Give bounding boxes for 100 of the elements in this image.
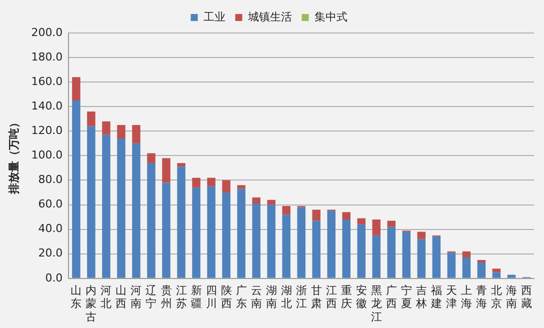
bar: [357, 224, 366, 278]
bar: [72, 100, 80, 278]
x-tick-label: 内蒙古: [86, 284, 97, 324]
bar: [342, 220, 351, 278]
bar: [282, 206, 290, 215]
y-tick-label: 60.0: [38, 198, 63, 211]
bar: [282, 214, 290, 278]
y-tick-label: 200.0: [31, 26, 63, 39]
bar: [87, 112, 96, 126]
bar: [207, 178, 216, 186]
x-tick-label: 宁夏: [400, 284, 412, 310]
bar: [252, 204, 260, 278]
x-tick-label: 重庆: [340, 284, 352, 310]
bar: [207, 186, 216, 278]
x-tick-label: 吉林: [414, 284, 427, 310]
bar: [372, 235, 381, 278]
bar: [117, 125, 126, 139]
bar: [267, 200, 276, 205]
x-tick-label: 黑龙江: [370, 284, 382, 324]
bar: [147, 163, 156, 278]
x-tick-label: 陕西: [220, 284, 232, 310]
bar: [462, 258, 471, 278]
x-tick-label: 甘肃: [310, 284, 322, 310]
x-tick-label: 海南: [506, 284, 517, 310]
x-tick-label: 西藏: [520, 284, 532, 310]
bar: [432, 236, 441, 278]
bar: [87, 126, 96, 278]
bar: [267, 204, 276, 278]
x-tick-label: 广西: [386, 284, 397, 310]
bar: [222, 192, 230, 278]
bar: [387, 220, 396, 227]
y-tick-label: 20.0: [38, 246, 63, 260]
x-tick-label: 新疆: [190, 284, 202, 310]
bar: [417, 239, 426, 278]
legend-label: 工业: [203, 10, 226, 24]
y-tick-label: 40.0: [38, 222, 63, 236]
y-tick-label: 180.0: [31, 50, 63, 64]
x-tick-label: 湖北: [280, 284, 292, 310]
bar: [357, 218, 366, 224]
bar: [147, 153, 156, 164]
x-tick-label: 贵州: [160, 284, 172, 310]
x-tick-label: 河南: [130, 284, 142, 310]
x-tick-label: 江西: [326, 284, 337, 310]
bar: [162, 158, 170, 183]
bar: [222, 180, 230, 193]
bar: [387, 226, 396, 278]
y-tick-label: 140.0: [31, 99, 63, 112]
bar: [327, 210, 336, 278]
bar: [372, 220, 381, 236]
bar: [402, 232, 411, 278]
bar: [252, 197, 260, 204]
bar: [492, 272, 501, 278]
x-tick-label: 河北: [100, 284, 112, 310]
bar: [462, 251, 471, 258]
y-tick-label: 80.0: [38, 173, 63, 186]
bar: [177, 166, 186, 278]
bar: [477, 260, 486, 262]
bar: [237, 185, 246, 189]
x-tick-label: 上海: [460, 284, 472, 310]
bar: [312, 220, 320, 278]
x-tick-label: 天津: [446, 284, 457, 310]
bar: [132, 143, 140, 278]
x-tick-label: 青海: [476, 284, 487, 310]
bar: [72, 77, 80, 100]
bar: [162, 182, 170, 278]
x-tick-label: 广东: [236, 284, 247, 310]
y-tick-label: 0.0: [45, 271, 63, 284]
bar: [237, 188, 246, 278]
x-tick-label: 山西: [116, 284, 127, 310]
x-tick-label: 江苏: [176, 284, 187, 310]
x-tick-label: 云南: [250, 284, 262, 310]
bar: [102, 134, 110, 278]
bar: [477, 262, 486, 278]
legend-label: 集中式: [314, 10, 348, 24]
x-tick-label: 四川: [206, 284, 217, 310]
bar: [297, 207, 306, 278]
bar: [177, 163, 186, 167]
x-tick-label: 山东: [70, 284, 82, 310]
y-tick-label: 160.0: [31, 74, 63, 88]
bar: [102, 121, 110, 135]
x-tick-label: 湖南: [266, 284, 277, 310]
y-tick-label: 120.0: [31, 124, 63, 138]
y-axis-title: 排放量（万吨）: [7, 117, 20, 196]
bar: [312, 210, 320, 221]
x-tick-label: 辽宁: [146, 284, 157, 310]
bar: [342, 212, 351, 220]
x-tick-label: 福建: [430, 284, 442, 310]
bar: [192, 188, 200, 278]
bar: [507, 274, 516, 278]
legend-label: 城镇生活: [246, 10, 292, 24]
x-tick-label: 北京: [490, 284, 502, 310]
bar: [132, 125, 140, 144]
bar: [192, 178, 200, 188]
bar: [492, 268, 501, 272]
y-tick-label: 100.0: [31, 148, 63, 162]
x-tick-label: 浙江: [296, 284, 307, 310]
bar: [117, 138, 126, 278]
x-tick-label: 安徽: [356, 284, 367, 310]
bar: [417, 232, 426, 240]
bar: [447, 252, 456, 278]
